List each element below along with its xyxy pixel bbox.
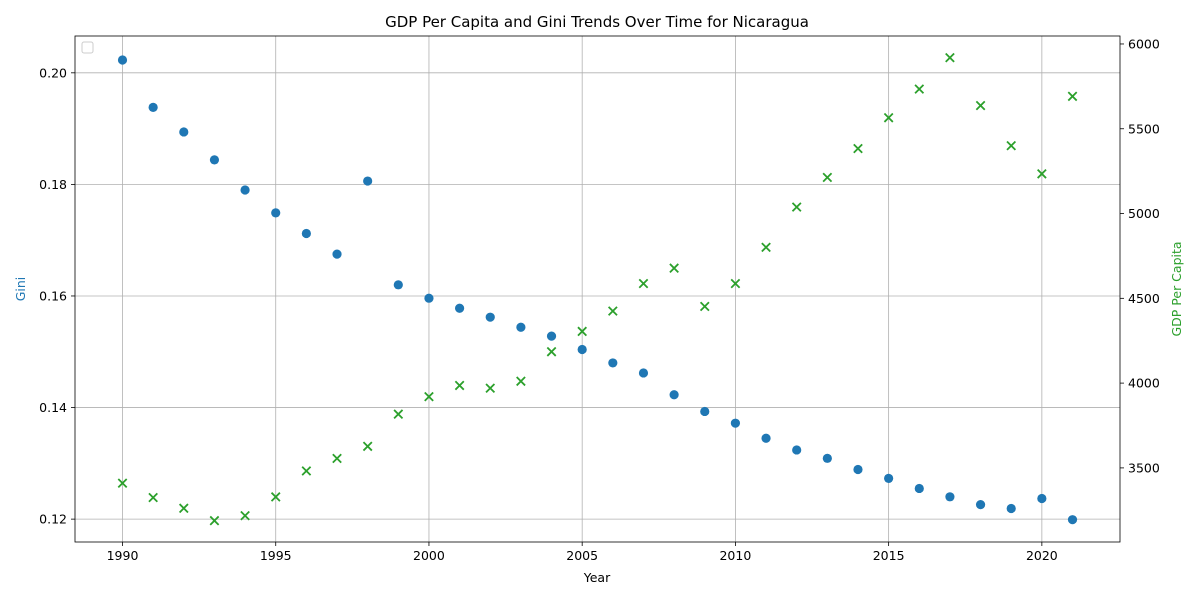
gdp-per-capita-point	[393, 409, 404, 419]
gini-point	[117, 55, 128, 65]
gini-point	[424, 293, 434, 303]
x-tick-label: 1995	[260, 548, 292, 563]
gini-point	[608, 358, 618, 368]
gdp-per-capita-point	[577, 326, 588, 337]
gdp-per-capita-point	[546, 346, 557, 357]
gini-point	[454, 303, 465, 313]
gini-series	[117, 55, 1078, 525]
gdp-per-capita-point	[761, 242, 771, 253]
gini-point	[209, 155, 220, 165]
gini-point	[792, 445, 802, 455]
left-axis-label: Gini	[13, 277, 28, 302]
gdp-per-capita-point	[454, 380, 465, 391]
right-tick-label: 4500	[1128, 291, 1160, 306]
gini-point	[301, 228, 311, 239]
gdp-per-capita-point	[332, 453, 342, 464]
gini-point	[669, 390, 679, 400]
gini-point	[914, 483, 924, 494]
gdp-per-capita-point	[516, 376, 526, 387]
gdp-per-capita-point	[607, 306, 618, 316]
gini-point	[822, 453, 832, 463]
gdp-per-capita-point	[699, 301, 710, 312]
gdp-per-capita-point	[117, 478, 128, 488]
gdp-per-capita-point	[178, 503, 189, 514]
gdp-per-capita-point	[945, 52, 955, 63]
legend-box	[81, 41, 94, 54]
gdp-per-capita-point	[883, 112, 894, 123]
gini-point	[945, 492, 955, 502]
gini-point	[730, 418, 741, 428]
gini-point	[1037, 493, 1047, 504]
gini-point	[485, 312, 495, 322]
gdp-per-capita-point	[485, 383, 496, 394]
gdp-per-capita-point	[822, 172, 833, 183]
x-axis-ticks: 1990 1995 2000 2005 2010 2015 2020	[107, 542, 1058, 563]
x-tick-label: 1990	[107, 548, 139, 563]
gdp-per-capita-point	[148, 492, 158, 503]
x-tick-label: 2000	[413, 548, 445, 563]
left-tick-label: 0.16	[39, 288, 67, 303]
gini-point	[1067, 515, 1078, 525]
gini-point	[853, 464, 863, 475]
grid-lines	[75, 36, 1120, 542]
gini-point	[577, 344, 587, 355]
chart-title: GDP Per Capita and Gini Trends Over Time…	[385, 13, 809, 31]
x-axis-label: Year	[583, 570, 611, 585]
gdp-per-capita-point	[975, 100, 986, 111]
gini-point	[363, 176, 373, 186]
gini-point	[332, 249, 342, 259]
gini-point	[516, 322, 526, 332]
right-tick-label: 5500	[1128, 121, 1160, 136]
gini-point	[546, 331, 557, 341]
left-tick-label: 0.12	[39, 512, 67, 527]
gini-point	[1006, 503, 1016, 514]
gini-point	[975, 500, 986, 510]
x-tick-label: 2015	[873, 548, 905, 563]
gdp-per-capita-series	[117, 52, 1078, 526]
gdp-per-capita-point	[1067, 91, 1078, 102]
right-axis-label: GDP Per Capita	[1169, 241, 1184, 336]
gini-point	[148, 102, 158, 113]
gdp-per-capita-point	[362, 441, 373, 452]
plot-frame	[74, 35, 1121, 543]
gini-point	[700, 406, 710, 417]
right-tick-label: 5000	[1128, 206, 1160, 221]
gini-point	[884, 473, 894, 484]
gdp-per-capita-point	[638, 278, 649, 289]
gini-point	[240, 185, 250, 195]
right-tick-label: 3500	[1128, 460, 1160, 475]
gdp-per-capita-point	[209, 515, 220, 526]
gini-point	[761, 433, 771, 443]
gdp-per-capita-point	[1037, 169, 1047, 179]
left-tick-label: 0.20	[39, 65, 67, 80]
gdp-per-capita-point	[1006, 140, 1017, 151]
gini-point	[179, 127, 189, 137]
gdp-per-capita-point	[301, 466, 312, 476]
x-tick-label: 2005	[566, 548, 598, 563]
gdp-per-capita-point	[791, 202, 802, 212]
gdp-per-capita-point	[730, 278, 741, 289]
left-axis-ticks: 0.12 0.14 0.16 0.18 0.20	[39, 65, 75, 527]
right-axis-ticks: 3500 4000 4500 5000 5500 6000	[1120, 36, 1160, 475]
x-tick-label: 2010	[719, 548, 751, 563]
right-tick-label: 4000	[1128, 376, 1160, 391]
left-tick-label: 0.18	[39, 177, 67, 192]
gdp-per-capita-point	[270, 492, 281, 502]
gdp-per-capita-point	[669, 263, 679, 273]
right-tick-label: 6000	[1128, 36, 1160, 51]
x-tick-label: 2020	[1026, 548, 1058, 563]
gini-point	[271, 208, 281, 218]
gini-point	[638, 368, 649, 378]
left-tick-label: 0.14	[39, 400, 67, 415]
gdp-per-capita-point	[914, 84, 925, 94]
gdp-per-capita-point	[424, 391, 434, 402]
gini-point	[393, 280, 403, 290]
gdp-per-capita-point	[240, 510, 250, 521]
gdp-per-capita-point	[853, 143, 863, 154]
